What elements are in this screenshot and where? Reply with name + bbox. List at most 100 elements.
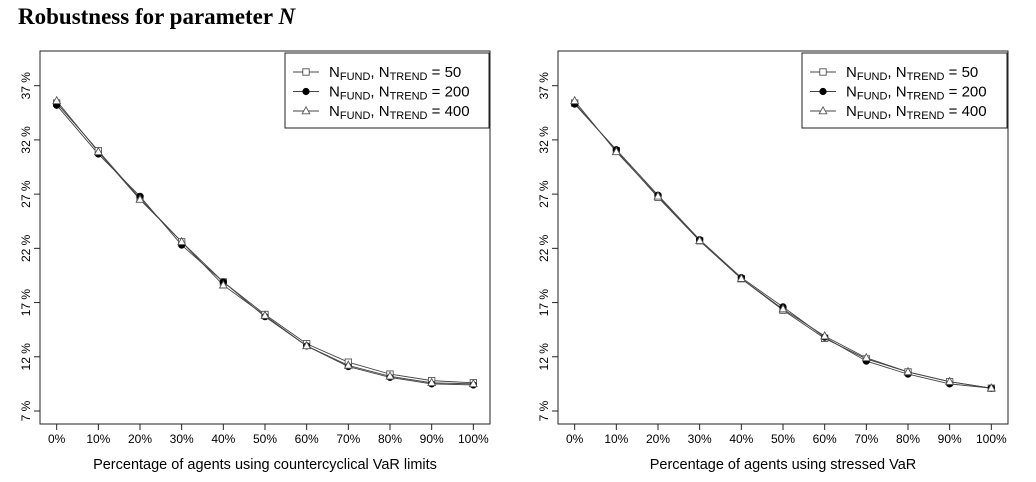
x-tick-label: 70% [854, 432, 878, 446]
data-point-triangle [778, 303, 788, 313]
data-point-triangle [695, 235, 705, 245]
legend-text: , N [370, 103, 389, 120]
legend-subscript: TREND [907, 110, 945, 122]
legend-box [801, 52, 1008, 129]
legend-label: NFUND, NTREND = 200 [329, 84, 470, 103]
data-point-triangle [260, 310, 270, 319]
legend-text: = 50 [427, 64, 461, 81]
legend-text: , N [887, 64, 906, 81]
x-tick-label: 80% [896, 432, 920, 446]
data-point-triangle [427, 377, 437, 387]
data-point-triangle [818, 105, 828, 115]
data-point-triangle [736, 273, 746, 282]
legend-text: , N [887, 84, 906, 101]
x-tick-label: 20% [646, 432, 670, 446]
legend-text: = 50 [944, 64, 978, 81]
series-markers-3 [570, 95, 996, 392]
x-tick-label: 20% [128, 432, 152, 446]
data-point-triangle [820, 331, 830, 340]
data-point-triangle [218, 280, 228, 289]
chart-panel-1: 0% 10% 20% 30% 40% 50% 60% 70% 80% 90% 100% 7 % 12 %… [19, 50, 491, 473]
legend-subscript: FUND [857, 71, 888, 83]
series-line-2 [574, 103, 992, 389]
y-tick-label: 22 % [537, 234, 551, 262]
x-tick-label: 100% [976, 432, 1007, 446]
legend-item-2: NFUND, NTREND = 200 [293, 84, 470, 103]
legend-item-3: NFUND, NTREND = 400 [293, 103, 470, 122]
series-markers-3 [52, 95, 478, 388]
y-tick-label: 12 % [19, 343, 33, 371]
page-title: Robustness for parameter N [18, 4, 295, 30]
series-line-3 [574, 100, 992, 389]
x-tick-label: 90% [938, 432, 962, 446]
data-point-square [819, 68, 827, 76]
x-tick-label: 50% [771, 432, 795, 446]
y-tick-label: 37 % [19, 72, 33, 100]
series-line-2 [56, 104, 474, 386]
series-markers-2 [571, 100, 995, 392]
legend-text: , N [887, 103, 906, 120]
legend-subscript: FUND [340, 110, 371, 122]
legend-item-3: NFUND, NTREND = 400 [810, 103, 987, 122]
data-point-triangle [468, 378, 478, 388]
y-tick-label: 7 % [19, 400, 33, 421]
series-line-1 [56, 102, 474, 384]
legend-item-1: NFUND, NTREND = 50 [810, 64, 978, 83]
x-tick-label: 40% [211, 432, 235, 446]
legend-label: NFUND, NTREND = 200 [846, 84, 987, 103]
legend-text: N [846, 103, 857, 120]
x-tick-label: 60% [295, 432, 319, 446]
legend-subscript: FUND [857, 110, 888, 122]
data-point-triangle [653, 191, 663, 200]
legend-label: NFUND, NTREND = 50 [846, 64, 978, 83]
y-tick-label: 17 % [19, 289, 33, 317]
legend-subscript: FUND [857, 91, 888, 103]
x-tick-label: 40% [729, 432, 753, 446]
legend-text: = 400 [944, 103, 986, 120]
page-title-text: Robustness for parameter [18, 4, 279, 29]
legend-subscript: TREND [390, 110, 428, 122]
y-tick-label: 17 % [537, 289, 551, 317]
page-title-variable: N [278, 4, 296, 29]
data-point-triangle [986, 383, 996, 392]
series-line-3 [56, 100, 474, 385]
data-point-triangle [93, 146, 103, 156]
legend-text: = 400 [427, 103, 469, 120]
data-point-triangle [301, 105, 311, 115]
data-point-triangle [177, 236, 187, 246]
x-tick-label: 80% [378, 432, 402, 446]
x-tick-label: 10% [86, 432, 110, 446]
data-point-triangle [302, 340, 312, 350]
legend-text: , N [370, 84, 389, 101]
x-tick-label: 10% [604, 432, 628, 446]
legend-text: N [329, 103, 340, 120]
series-markers-2 [53, 101, 477, 389]
legend-subscript: TREND [907, 91, 945, 103]
y-tick-label: 7 % [537, 400, 551, 421]
legend-subscript: TREND [390, 71, 428, 83]
data-point-triangle [611, 146, 621, 156]
y-tick-label: 27 % [19, 180, 33, 208]
legend-subscript: TREND [907, 71, 945, 83]
data-point-triangle [52, 95, 62, 105]
data-point-circle [302, 87, 310, 96]
x-tick-label: 60% [813, 432, 837, 446]
legend-text: N [846, 64, 857, 81]
x-tick-label: 50% [253, 432, 277, 446]
y-tick-label: 32 % [537, 126, 551, 154]
legend-text: = 200 [944, 84, 986, 101]
y-tick-label: 12 % [537, 343, 551, 371]
x-axis-label: Percentage of agents using countercyclic… [93, 457, 437, 473]
data-point-triangle [570, 95, 580, 105]
series-markers-1 [53, 99, 477, 387]
x-tick-label: 0% [48, 432, 66, 446]
data-point-square [302, 68, 310, 76]
data-point-triangle [343, 360, 353, 369]
legend-label: NFUND, NTREND = 50 [329, 64, 461, 83]
legend-text: N [846, 84, 857, 101]
x-axis-label: Percentage of agents using stressed VaR [650, 457, 917, 473]
chart-panel-2: 0% 10% 20% 30% 40% 50% 60% 70% 80% 90% 100% 7 % 12 %… [537, 50, 1009, 473]
